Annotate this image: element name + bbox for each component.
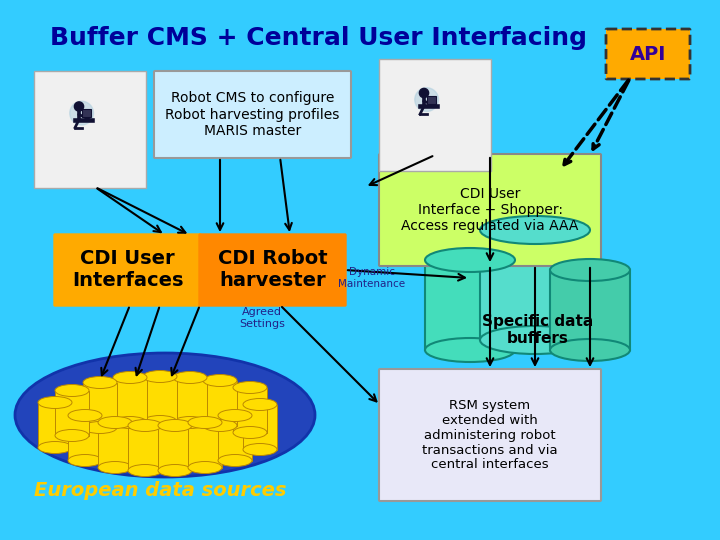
Ellipse shape: [113, 372, 147, 383]
Text: Agreed
Settings: Agreed Settings: [239, 307, 285, 329]
Ellipse shape: [83, 422, 117, 434]
Ellipse shape: [143, 370, 177, 382]
Text: European data sources: European data sources: [34, 481, 287, 500]
Text: Dynamic
Maintenance: Dynamic Maintenance: [338, 267, 405, 289]
Text: CDI User
Interface + Shopper:
Access regulated via AAA: CDI User Interface + Shopper: Access reg…: [401, 187, 579, 233]
Ellipse shape: [158, 464, 192, 476]
FancyBboxPatch shape: [379, 369, 601, 501]
FancyBboxPatch shape: [128, 426, 162, 470]
FancyBboxPatch shape: [379, 154, 601, 266]
Ellipse shape: [243, 443, 277, 456]
Text: Robot CMS to configure
Robot harvesting profiles
MARIS master: Robot CMS to configure Robot harvesting …: [166, 91, 340, 138]
Text: Specific data
buffers: Specific data buffers: [482, 314, 593, 346]
Ellipse shape: [173, 416, 207, 429]
Ellipse shape: [38, 442, 72, 454]
FancyBboxPatch shape: [199, 234, 346, 306]
Ellipse shape: [425, 248, 515, 272]
FancyBboxPatch shape: [550, 270, 630, 350]
FancyBboxPatch shape: [83, 382, 117, 428]
Text: API: API: [630, 44, 666, 64]
FancyBboxPatch shape: [38, 402, 72, 448]
Ellipse shape: [68, 455, 102, 467]
FancyBboxPatch shape: [98, 422, 132, 468]
FancyBboxPatch shape: [188, 422, 222, 468]
FancyBboxPatch shape: [218, 415, 252, 461]
Circle shape: [419, 89, 428, 98]
Ellipse shape: [243, 399, 277, 410]
FancyBboxPatch shape: [113, 377, 147, 422]
FancyBboxPatch shape: [480, 230, 590, 340]
Circle shape: [74, 102, 84, 111]
FancyBboxPatch shape: [54, 234, 201, 306]
Ellipse shape: [55, 429, 89, 442]
Ellipse shape: [550, 339, 630, 361]
Ellipse shape: [158, 420, 192, 431]
Ellipse shape: [203, 375, 237, 387]
Circle shape: [415, 87, 438, 111]
Ellipse shape: [203, 420, 237, 431]
Ellipse shape: [233, 427, 267, 438]
FancyBboxPatch shape: [606, 29, 690, 79]
Ellipse shape: [218, 409, 252, 422]
Text: CDI Robot
harvester: CDI Robot harvester: [217, 249, 328, 291]
Ellipse shape: [38, 396, 72, 408]
FancyBboxPatch shape: [34, 71, 146, 188]
Text: RSM system
extended with
administering robot
transactions and via
central interf: RSM system extended with administering r…: [422, 399, 558, 471]
Ellipse shape: [550, 259, 630, 281]
FancyBboxPatch shape: [427, 96, 436, 104]
FancyBboxPatch shape: [68, 415, 102, 461]
Ellipse shape: [15, 353, 315, 477]
Ellipse shape: [128, 464, 162, 476]
Text: Buffer CMS + Central User Interfacing: Buffer CMS + Central User Interfacing: [50, 26, 587, 50]
Ellipse shape: [425, 338, 515, 362]
Ellipse shape: [188, 462, 222, 474]
Ellipse shape: [218, 455, 252, 467]
Ellipse shape: [83, 376, 117, 388]
Ellipse shape: [98, 462, 132, 474]
Ellipse shape: [480, 216, 590, 244]
Ellipse shape: [173, 372, 207, 383]
FancyBboxPatch shape: [425, 260, 515, 350]
FancyBboxPatch shape: [154, 71, 351, 158]
Ellipse shape: [188, 416, 222, 429]
Ellipse shape: [55, 384, 89, 396]
Ellipse shape: [113, 416, 147, 429]
Ellipse shape: [98, 416, 132, 429]
FancyBboxPatch shape: [243, 404, 277, 449]
FancyBboxPatch shape: [81, 109, 91, 117]
FancyBboxPatch shape: [379, 59, 491, 171]
FancyBboxPatch shape: [173, 377, 207, 422]
FancyBboxPatch shape: [55, 390, 89, 435]
Text: CDI User
Interfaces: CDI User Interfaces: [72, 249, 184, 291]
Ellipse shape: [233, 381, 267, 394]
Ellipse shape: [480, 326, 590, 354]
Circle shape: [70, 101, 94, 125]
FancyBboxPatch shape: [203, 381, 237, 426]
Ellipse shape: [143, 415, 177, 428]
Ellipse shape: [68, 409, 102, 422]
FancyBboxPatch shape: [158, 426, 192, 470]
FancyBboxPatch shape: [233, 388, 267, 433]
FancyBboxPatch shape: [143, 376, 177, 422]
Ellipse shape: [128, 420, 162, 431]
